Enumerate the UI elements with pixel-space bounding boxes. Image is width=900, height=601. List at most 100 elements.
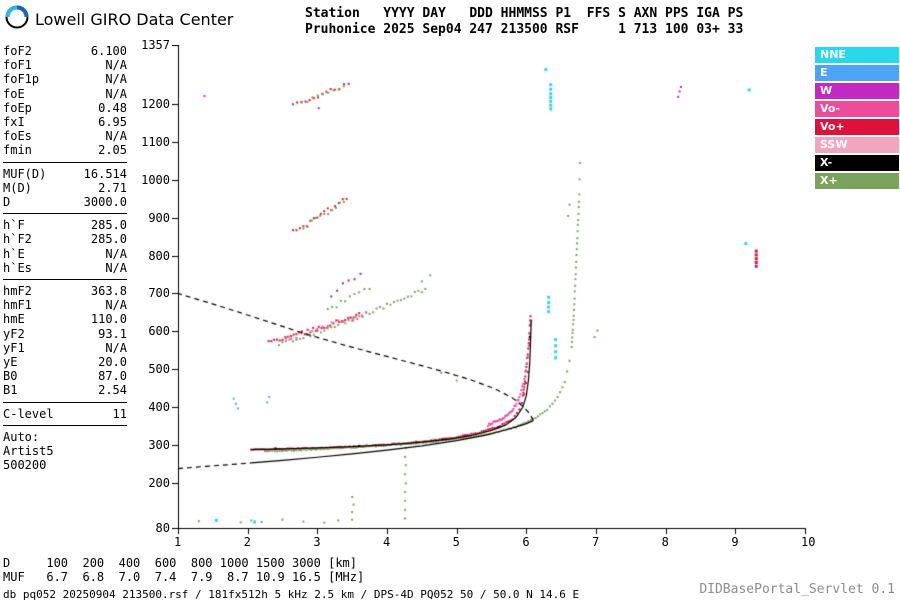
- x-tick-label: 10: [801, 535, 816, 549]
- param-h-f2: h`F2 285.0: [3, 232, 127, 246]
- param-label: h`F2: [3, 232, 32, 247]
- param-value: 2.71: [98, 180, 127, 195]
- param-label: foEs: [3, 129, 32, 144]
- legend-item-x: X+: [815, 173, 899, 189]
- param-muf-d: MUF(D) 16.514: [3, 167, 127, 181]
- param-d: D 3000.0: [3, 195, 127, 209]
- param-group: h`F 285.0 h`F2 285.0 h`E N/A h`Es N/A: [3, 213, 127, 279]
- param-fof1: foF1 N/A: [3, 58, 127, 72]
- param-value: N/A: [105, 246, 127, 261]
- x-tick-label: 7: [592, 535, 600, 549]
- param-label: B0: [3, 369, 18, 384]
- param-auto: Auto:: [3, 430, 127, 444]
- station-header: Station YYYY DAY DDD HHMMSS P1 FFS S AXN…: [305, 6, 743, 38]
- param-value: 3000.0: [83, 195, 127, 210]
- y-tick-label: 200: [148, 475, 170, 490]
- legend-item-vo: Vo-: [815, 101, 899, 117]
- param-fof2: foF2 6.100: [3, 44, 127, 58]
- param-label: h`E: [3, 246, 25, 261]
- legend-item-ssw: SSW: [815, 137, 899, 153]
- param-value: 285.0: [90, 232, 127, 247]
- parameter-panel: foF2 6.100 foF1 N/A foF1p N/A foE N/A foEp 0.48 fx…: [3, 40, 127, 476]
- param-foe: foE N/A: [3, 87, 127, 101]
- param-value: N/A: [105, 72, 127, 87]
- param-label: hmF2: [3, 284, 32, 299]
- param-c-level: C-level 11: [3, 407, 127, 421]
- param-label: M(D): [3, 180, 32, 195]
- param-label: Auto:: [3, 429, 40, 444]
- param-label: foF2: [3, 44, 32, 58]
- param-artist5: Artist5: [3, 444, 127, 458]
- x-tick-label: 1: [174, 535, 182, 549]
- param-label: fmin: [3, 143, 32, 158]
- param-label: hmF1: [3, 298, 32, 313]
- y-tick-label: 1200: [141, 97, 170, 112]
- y-tick-label: 1357: [141, 38, 170, 52]
- y-tick-label: 400: [148, 399, 170, 414]
- y-tick-label: 700: [148, 286, 170, 301]
- param-yf2: yF2 93.1: [3, 327, 127, 341]
- param-foep: foEp 0.48: [3, 101, 127, 115]
- logo-title: Lowell GIRO Data Center: [35, 9, 234, 29]
- giro-logo: Lowell GIRO Data Center: [5, 5, 233, 33]
- param-m-d: M(D) 2.71: [3, 181, 127, 195]
- legend-item-vo: Vo+: [815, 119, 899, 135]
- muf-row: MUF 6.7 6.8 7.0 7.4 7.9 8.7 10.9 16.5 [M…: [3, 570, 365, 584]
- param-label: yF1: [3, 340, 25, 355]
- y-tick-label: 300: [148, 437, 170, 452]
- giro-logo-icon: [5, 5, 29, 33]
- x-tick-label: 5: [452, 535, 460, 549]
- param-value: N/A: [105, 260, 127, 275]
- param-label: yE: [3, 355, 18, 370]
- x-tick-label: 3: [313, 535, 321, 549]
- param-value: 11: [112, 406, 127, 421]
- param-value: 20.0: [98, 355, 127, 370]
- x-tick-label: 6: [522, 535, 530, 549]
- station-header-line2: Pruhonice 2025 Sep04 247 213500 RSF 1 71…: [305, 22, 744, 37]
- param-value: 87.0: [98, 369, 127, 384]
- echo-legend: NNE E W Vo- Vo+ SSW X- X+: [815, 47, 899, 191]
- x-tick-label: 2: [243, 535, 251, 549]
- param-value: N/A: [105, 58, 127, 73]
- param-label: yF2: [3, 326, 25, 341]
- y-tick-label: 900: [148, 210, 170, 225]
- param-value: N/A: [105, 86, 127, 101]
- param-hmf1: hmF1 N/A: [3, 298, 127, 312]
- y-axis-labels: 1357 1200 1100 1000 900 800 700 600 500 400 300 200…: [138, 38, 174, 537]
- param-label: B1: [3, 383, 18, 398]
- param-label: foE: [3, 86, 25, 101]
- param-hmf2: hmF2 363.8: [3, 284, 127, 298]
- param-hme: hmE 110.0: [3, 312, 127, 326]
- param-h-f: h`F 285.0: [3, 218, 127, 232]
- x-tick-label: 4: [383, 535, 391, 549]
- status-line: db pq052 20250904 213500.rsf / 181fx512h…: [3, 588, 580, 601]
- param-value: N/A: [105, 340, 127, 355]
- param-b1: B1 2.54: [3, 383, 127, 397]
- y-tick-label: 80: [155, 521, 170, 535]
- param-ye: yE 20.0: [3, 355, 127, 369]
- param-label: 500200: [3, 458, 47, 473]
- legend-item-x: X-: [815, 155, 899, 171]
- param-value: 6.100: [90, 44, 127, 58]
- y-tick-label: 600: [148, 324, 170, 339]
- param-label: h`Es: [3, 260, 32, 275]
- param-value: N/A: [105, 129, 127, 144]
- servlet-version: DIDBasePortal_Servlet 0.1: [699, 582, 895, 597]
- param-b0: B0 87.0: [3, 369, 127, 383]
- param-value: 110.0: [90, 312, 127, 327]
- param-h-e: h`E N/A: [3, 247, 127, 261]
- param-label: foEp: [3, 100, 32, 115]
- x-tick-label: 8: [661, 535, 669, 549]
- param-value: 363.8: [90, 284, 127, 299]
- param-h-es: h`Es N/A: [3, 261, 127, 275]
- station-header-line1: Station YYYY DAY DDD HHMMSS P1 FFS S AXN…: [305, 6, 744, 21]
- param-group: C-level 11: [3, 401, 127, 426]
- param-group: hmF2 363.8 hmF1 N/A hmE 110.0 yF2 93.1 yF1 N/A yE 2…: [3, 279, 127, 402]
- param-label: D: [3, 195, 11, 210]
- legend-item-e: E: [815, 65, 899, 81]
- param-fmin: fmin 2.05: [3, 143, 127, 157]
- param-value: 2.05: [98, 143, 127, 158]
- d-row: D 100 200 400 600 800 1000 1500 3000 [km…: [3, 556, 358, 570]
- param-foes: foEs N/A: [3, 129, 127, 143]
- param-500200: 500200: [3, 458, 127, 472]
